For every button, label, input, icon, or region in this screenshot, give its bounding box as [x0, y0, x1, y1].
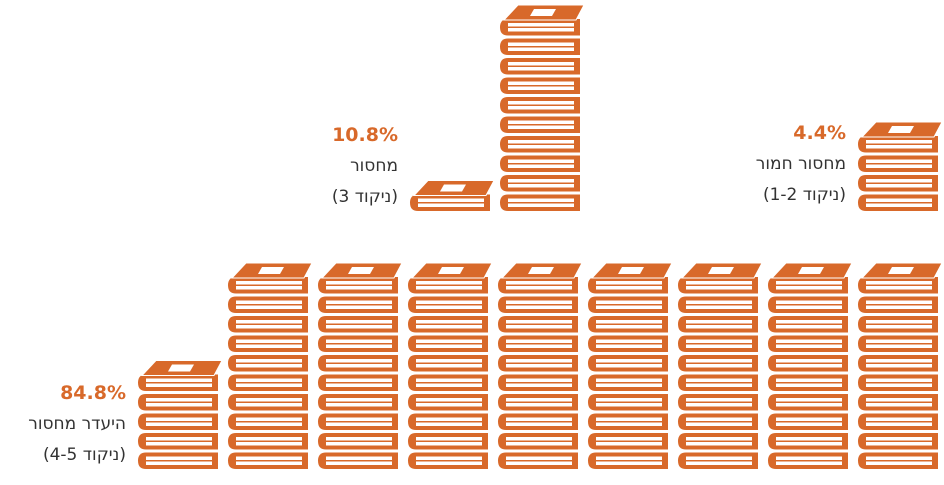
category-label: היעדר מחסור: [28, 414, 126, 434]
book-cover-label: [438, 267, 464, 274]
book-cover-label: [888, 126, 914, 133]
book-group: [138, 262, 943, 469]
book-cover-label: [258, 267, 284, 274]
group-label: 84.8% היעדר מחסור (ניקוד 4-5): [0, 378, 126, 471]
value-label: 10.8%: [332, 124, 398, 146]
value-label: 4.4%: [793, 122, 846, 144]
note-label: (ניקוד 4-5): [42, 445, 126, 465]
book-cover-label: [888, 267, 914, 274]
book-cover-label: [348, 267, 374, 274]
book-cover-label: [530, 9, 556, 16]
value-label: 84.8%: [60, 382, 126, 404]
category-label: מחסור: [350, 156, 398, 176]
book-group: [858, 121, 943, 211]
book-cover-label: [168, 364, 194, 372]
group-label: 4.4% מחסור חמור (ניקוד 1-2): [646, 118, 846, 211]
book-cover-label: [618, 267, 644, 274]
book-cover-label: [708, 267, 734, 274]
group-label: 10.8% מחסור (ניקוד 3): [198, 120, 398, 213]
book-cover-label: [528, 267, 554, 274]
note-label: (ניקוד 1-2): [762, 185, 846, 205]
note-label: (ניקוד 3): [331, 187, 398, 207]
book-group: [410, 4, 585, 211]
book-cover-label: [798, 267, 824, 274]
book-cover-label: [440, 184, 466, 192]
category-label: מחסור חמור: [755, 154, 846, 174]
